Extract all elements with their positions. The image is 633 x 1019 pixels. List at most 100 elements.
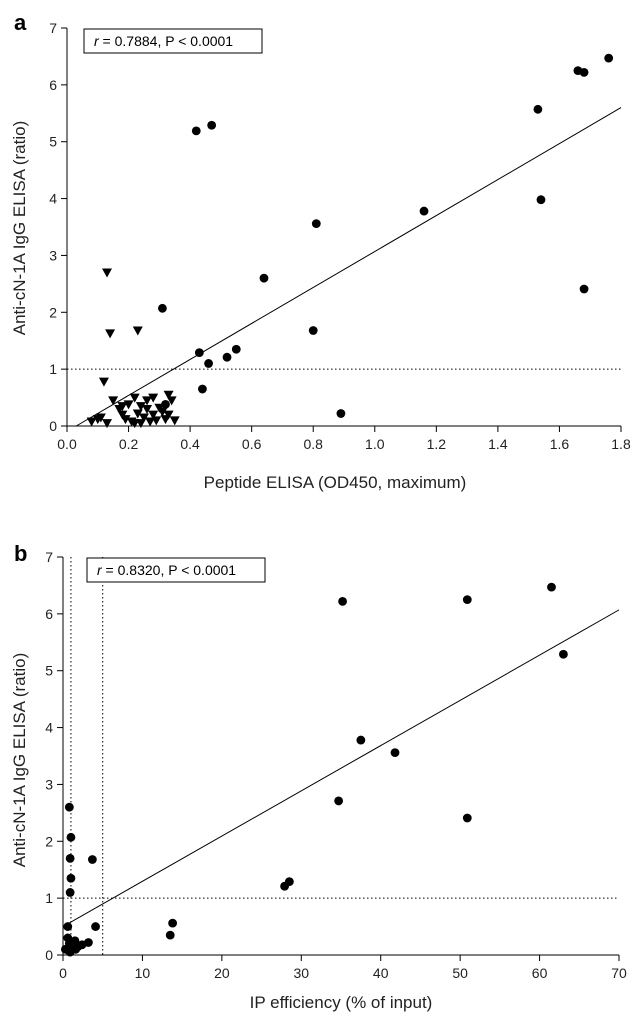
correlation-annotation-b: r = 0.8320, P < 0.0001 — [86, 557, 266, 583]
data-point-circle — [87, 855, 97, 864]
data-point-circle — [161, 399, 170, 409]
x-tick-label: 1.4 — [488, 436, 508, 452]
data-point-triangle — [169, 416, 180, 426]
data-point-triangle — [120, 415, 131, 425]
y-tick-label: 5 — [45, 663, 53, 679]
data-point-triangle — [138, 413, 149, 423]
y-tick-label: 4 — [49, 191, 57, 207]
correlation-value-b: = 0.8320, P < 0.0001 — [102, 562, 237, 578]
x-tick-label: 0.6 — [242, 436, 262, 452]
data-point-triangle — [135, 402, 146, 412]
data-point-triangle — [148, 393, 159, 403]
y-tick-label: 4 — [45, 720, 53, 736]
data-point-circle — [165, 930, 175, 940]
x-tick-label: 0.8 — [303, 436, 323, 452]
data-point-circle — [259, 273, 269, 283]
data-point-circle — [158, 303, 167, 313]
data-point-triangle — [132, 326, 143, 336]
r-symbol-a: r — [94, 33, 100, 49]
data-point-circle — [579, 67, 589, 77]
data-point-triangle — [142, 396, 153, 406]
x-tick-label: 1.0 — [365, 436, 385, 452]
data-point-circle — [579, 284, 589, 294]
data-point-circle — [231, 344, 241, 354]
y-tick-label: 1 — [49, 361, 57, 377]
y-axis-title-a: Anti-cN-1A IgG ELISA (ratio) — [10, 121, 29, 335]
data-point-circle — [536, 195, 546, 205]
data-point-circle — [338, 596, 347, 606]
data-point-triangle — [102, 419, 113, 429]
annotation-box-a — [83, 28, 263, 54]
y-tick-label: 3 — [45, 776, 53, 792]
panel-label-a: a — [14, 10, 27, 35]
y-tick-label: 6 — [45, 606, 53, 622]
x-tick-label: 30 — [293, 965, 309, 981]
panel-a: a 0 1 2 3 4 5 6 7 0.0 0.2 0.4 0.6 0.8 1.0 1.2 1.4 1.6 1.8… — [10, 10, 631, 492]
data-point-circle — [308, 326, 318, 335]
data-point-circle — [280, 881, 290, 891]
data-point-circle — [191, 126, 201, 136]
y-tick-label: 7 — [45, 549, 53, 565]
data-point-triangle — [145, 417, 156, 427]
data-point-circle — [168, 918, 178, 928]
y-tick-label: 6 — [49, 77, 57, 93]
data-point-triangle — [135, 419, 146, 429]
data-point-circle — [559, 649, 568, 659]
data-point-circle — [547, 582, 556, 592]
data-point-triangle — [105, 329, 116, 339]
data-point-triangle — [142, 404, 153, 414]
data-point-triangle — [148, 410, 159, 420]
correlation-annotation-a: r = 0.7884, P < 0.0001 — [83, 28, 263, 54]
data-point-circle — [462, 813, 472, 823]
data-point-circle — [390, 748, 400, 757]
correlation-text-a: r = 0.7884, P < 0.0001 — [94, 33, 233, 49]
data-point-circle — [356, 735, 366, 745]
data-point-triangle — [151, 416, 162, 426]
data-point-circle — [71, 944, 81, 954]
data-point-triangle — [157, 407, 168, 417]
data-point-triangle — [166, 396, 177, 406]
data-point-triangle — [102, 268, 113, 278]
data-point-circle — [533, 104, 543, 114]
data-point-circle — [198, 384, 207, 394]
y-tick-label: 1 — [45, 890, 53, 906]
x-tick-label: 50 — [452, 965, 468, 981]
data-point-circle — [204, 359, 213, 368]
x-axis-title-b: IP efficiency (% of input) — [250, 993, 433, 1012]
annotation-box-b — [86, 557, 266, 583]
data-point-triangle — [95, 413, 106, 423]
data-point-circle — [84, 938, 93, 947]
data-point-circle — [334, 796, 344, 806]
data-point-triangle — [108, 396, 119, 406]
y-tick-label: 0 — [45, 947, 53, 963]
data-point-circle — [63, 922, 73, 931]
x-tick-label: 0.4 — [180, 436, 200, 452]
data-point-circle — [91, 922, 100, 931]
data-point-circle — [66, 832, 76, 842]
data-point-circle — [66, 873, 76, 883]
data-point-triangle — [129, 393, 140, 403]
x-tick-label: 70 — [611, 965, 627, 981]
x-tick-label: 20 — [214, 965, 230, 981]
y-axis-title-b: Anti-cN-1A IgG ELISA (ratio) — [10, 653, 29, 867]
x-tick-label: 0 — [59, 965, 67, 981]
data-point-circle — [64, 802, 74, 812]
data-point-circle — [65, 888, 75, 897]
y-tick-label: 2 — [45, 833, 53, 849]
data-point-circle — [462, 595, 472, 605]
data-point-triangle — [117, 402, 128, 412]
data-point-circle — [222, 352, 232, 362]
correlation-text-b: r = 0.8320, P < 0.0001 — [97, 562, 236, 578]
data-point-circle — [194, 348, 204, 358]
data-point-circle — [207, 120, 217, 130]
x-tick-label: 1.2 — [427, 436, 447, 452]
y-tick-label: 7 — [49, 20, 57, 36]
x-axis-title-a: Peptide ELISA (OD450, maximum) — [204, 473, 467, 492]
correlation-value-a: = 0.7884, P < 0.0001 — [99, 33, 234, 49]
data-point-triangle — [86, 417, 97, 427]
data-point-triangle — [98, 377, 109, 387]
y-tick-label: 5 — [49, 134, 57, 150]
x-tick-label: 1.8 — [611, 436, 631, 452]
